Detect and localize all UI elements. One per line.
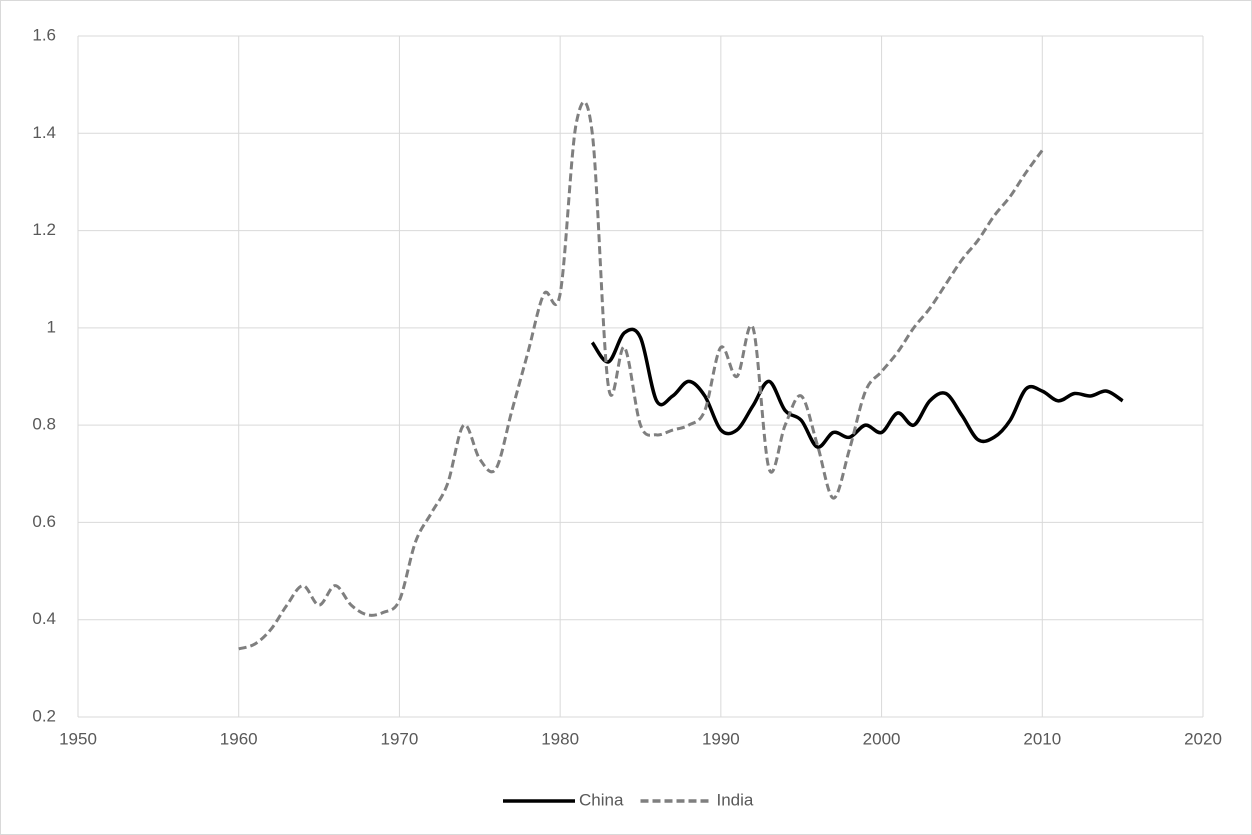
line-series: [590, 327, 1124, 449]
legend-label: India: [717, 790, 754, 809]
x-tick-label: 2000: [863, 729, 901, 748]
y-tick-label: 1.4: [32, 123, 56, 142]
y-tick-label: 0.8: [32, 415, 56, 434]
x-tick-label: 1980: [541, 729, 579, 748]
legend-label: China: [579, 790, 624, 809]
x-tick-label: 2020: [1184, 729, 1222, 748]
x-tick-label: 1950: [59, 729, 97, 748]
y-tick-label: 0.2: [32, 706, 56, 725]
y-tick-label: 1: [47, 317, 56, 336]
y-tick-label: 0.4: [32, 609, 56, 628]
x-tick-label: 1990: [702, 729, 740, 748]
x-tick-label: 2010: [1023, 729, 1061, 748]
x-tick-label: 1970: [381, 729, 419, 748]
y-tick-label: 0.6: [32, 512, 56, 531]
y-tick-label: 1.2: [32, 220, 56, 239]
y-tick-label: 1.6: [32, 25, 56, 44]
line-series: [238, 100, 1044, 651]
x-tick-label: 1960: [220, 729, 258, 748]
